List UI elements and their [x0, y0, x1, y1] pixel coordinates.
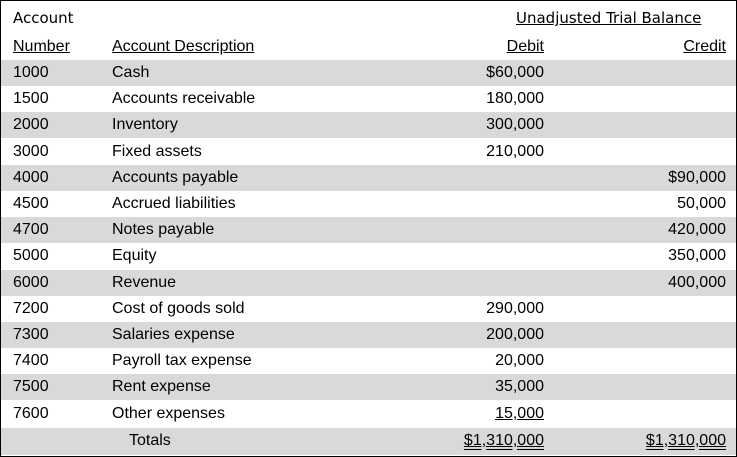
totals-debit: $1,310,000	[463, 432, 544, 449]
table-row: 4000 Accounts payable $90,000	[1, 165, 736, 191]
col-header-description: Account Description	[112, 38, 255, 55]
account-description: Inventory	[112, 116, 178, 133]
credit-amount: 420,000	[668, 221, 726, 238]
totals-credit: $1,310,000	[645, 432, 726, 449]
account-number: 3000	[13, 143, 49, 160]
totals-label: Totals	[129, 432, 171, 449]
debit-amount: 15,000	[495, 405, 544, 422]
account-description: Other expenses	[112, 405, 225, 422]
col-header-number: Number	[13, 38, 70, 55]
account-description: Rent expense	[112, 378, 211, 395]
table-row: 2000 Inventory 300,000	[1, 112, 736, 138]
debit-amount: $60,000	[486, 64, 544, 81]
table-row: 4700 Notes payable 420,000	[1, 217, 736, 243]
account-number: 4700	[13, 221, 49, 238]
account-description: Salaries expense	[112, 326, 235, 343]
account-description: Cost of goods sold	[112, 300, 245, 317]
account-number: 7600	[13, 405, 49, 422]
table-row: 7200 Cost of goods sold 290,000	[1, 296, 736, 322]
account-number: 4000	[13, 169, 49, 186]
credit-amount: 350,000	[668, 247, 726, 264]
account-description: Revenue	[112, 274, 177, 291]
table-row: 7300 Salaries expense 200,000	[1, 322, 736, 348]
debit-amount: 180,000	[486, 90, 544, 107]
table-row: 6000 Revenue 400,000	[1, 270, 736, 296]
account-number: 1500	[13, 90, 49, 107]
debit-amount: 210,000	[486, 143, 544, 160]
account-label: Account	[13, 9, 74, 27]
account-number: 2000	[13, 116, 49, 133]
col-header-debit: Debit	[506, 38, 544, 55]
account-description: Payroll tax expense	[112, 352, 252, 369]
account-description: Equity	[112, 247, 157, 264]
table-row: 5000 Equity 350,000	[1, 243, 736, 269]
account-description: Cash	[112, 64, 150, 81]
debit-amount: 300,000	[486, 116, 544, 133]
account-description: Accounts payable	[112, 169, 239, 186]
account-number: 7500	[13, 378, 49, 395]
account-description: Notes payable	[112, 221, 215, 238]
debit-amount: 200,000	[486, 326, 544, 343]
account-number: 7400	[13, 352, 49, 369]
table-row: 7600 Other expenses 15,000	[1, 401, 736, 427]
credit-amount: 400,000	[668, 274, 726, 291]
table-row: 3000 Fixed assets 210,000	[1, 139, 736, 165]
debit-amount: 20,000	[495, 352, 544, 369]
section-title: Unadjusted Trial Balance	[516, 9, 702, 27]
account-number: 7300	[13, 326, 49, 343]
account-number: 1000	[13, 64, 49, 81]
account-description: Fixed assets	[112, 143, 202, 160]
credit-amount: $90,000	[668, 169, 726, 186]
table-row: 1000 Cash $60,000	[1, 60, 736, 86]
table-row: 7400 Payroll tax expense 20,000	[1, 348, 736, 374]
debit-amount: 290,000	[486, 300, 544, 317]
account-number: 4500	[13, 195, 49, 212]
account-number: 6000	[13, 274, 49, 291]
account-number: 5000	[13, 247, 49, 264]
account-description: Accounts receivable	[112, 90, 256, 107]
account-description: Accrued liabilities	[112, 195, 236, 212]
col-header-credit: Credit	[683, 38, 726, 55]
table-row: 4500 Accrued liabilities 50,000	[1, 191, 736, 217]
table-row: 7500 Rent expense 35,000	[1, 374, 736, 400]
totals-row: Totals $1,310,000 $1,310,000	[1, 428, 736, 455]
table-row: 1500 Accounts receivable 180,000	[1, 86, 736, 112]
debit-amount: 35,000	[495, 378, 544, 395]
credit-amount: 50,000	[677, 195, 726, 212]
account-number: 7200	[13, 300, 49, 317]
